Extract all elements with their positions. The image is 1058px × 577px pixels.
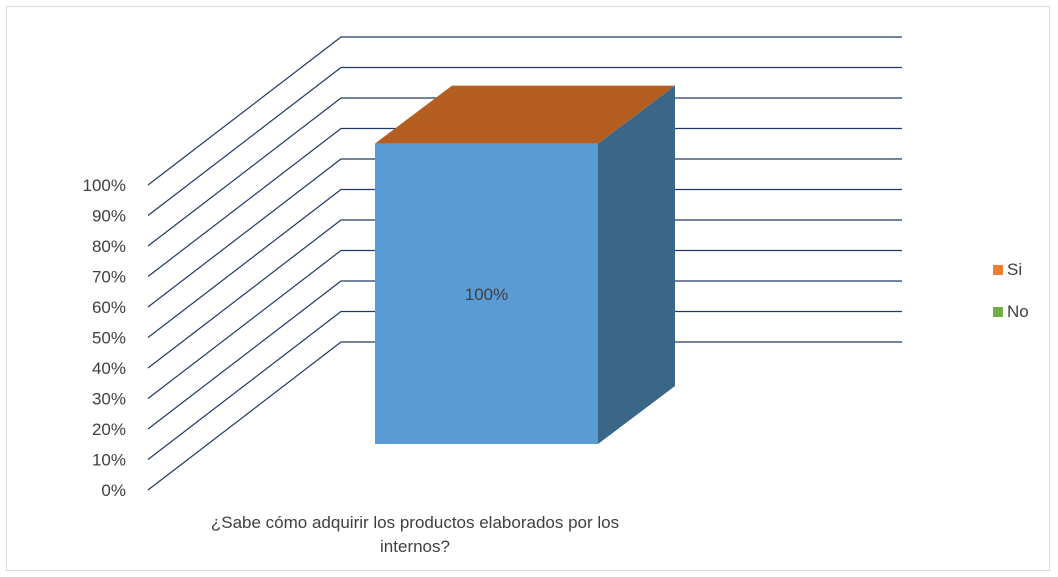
gridline — [147, 280, 902, 430]
category-label: internos? — [380, 537, 450, 556]
y-tick-label: 20% — [92, 420, 126, 439]
gridline — [147, 249, 902, 399]
legend-label-no: No — [1007, 302, 1029, 321]
gridlines — [147, 36, 902, 491]
y-tick-label: 80% — [92, 237, 126, 256]
y-tick-label: 40% — [92, 359, 126, 378]
legend-swatch-si — [993, 265, 1003, 275]
y-tick-label: 70% — [92, 268, 126, 287]
y-tick-label: 90% — [92, 207, 126, 226]
category-label: ¿Sabe cómo adquirir los productos elabor… — [211, 513, 619, 532]
gridline — [147, 219, 902, 369]
gridline — [147, 310, 902, 460]
gridline — [147, 188, 902, 338]
x-axis-category: ¿Sabe cómo adquirir los productos elabor… — [211, 513, 619, 556]
gridline — [147, 127, 902, 277]
y-axis-ticks: 0% 10% 20% 30% 40% 50% 60% 70% 80% 90% 100% — [83, 176, 126, 500]
y-tick-label: 50% — [92, 329, 126, 348]
gridline — [147, 66, 902, 216]
y-tick-label: 10% — [92, 451, 126, 470]
bars: 100% — [375, 85, 675, 444]
y-tick-label: 60% — [92, 298, 126, 317]
bar-top-face — [375, 85, 675, 144]
y-tick-label: 100% — [83, 176, 126, 195]
gridline — [147, 97, 902, 247]
legend-swatch-no — [993, 307, 1003, 317]
gridline — [147, 158, 902, 308]
legend: Si No — [993, 260, 1029, 321]
bar-side-face — [598, 85, 675, 444]
y-tick-label: 30% — [92, 390, 126, 409]
gridline — [147, 36, 902, 186]
gridline — [147, 341, 902, 491]
data-label: 100% — [465, 285, 508, 304]
bar-si — [375, 143, 598, 444]
legend-label-si: Si — [1007, 260, 1022, 279]
y-tick-label: 0% — [101, 481, 126, 500]
